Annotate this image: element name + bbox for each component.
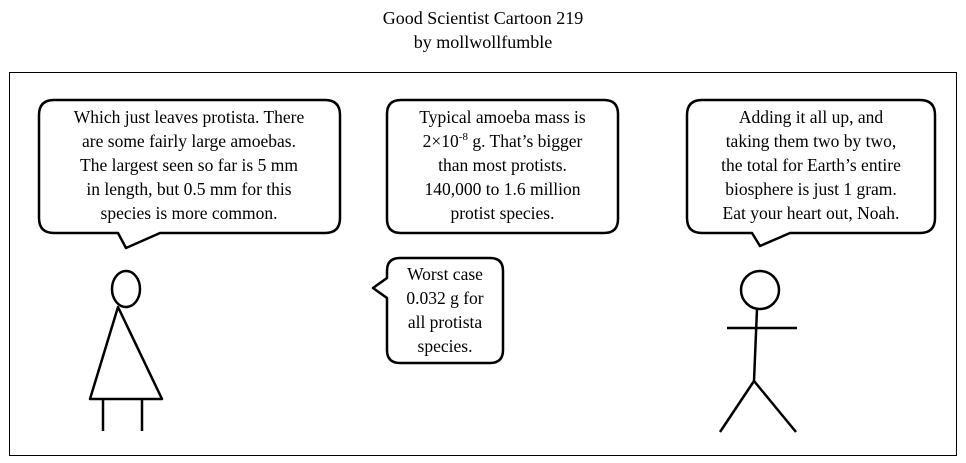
right-bubble-line: the total for Earth’s entire bbox=[721, 155, 901, 175]
right-stick-figure bbox=[718, 269, 797, 433]
mass-base: 2×10 bbox=[422, 131, 459, 151]
left-bubble-line: species is more common. bbox=[100, 203, 278, 223]
middle-bubble-line: Typical amoeba mass is bbox=[419, 107, 586, 127]
right-bubble-text: Adding it all up, and taking them two by… bbox=[690, 105, 932, 225]
left-bubble-line: The largest seen so far is 5 mm bbox=[80, 155, 298, 175]
small-speech-bubble bbox=[371, 256, 505, 365]
middle-bubble-text: Typical amoeba mass is 2×10-8 g. That’s … bbox=[390, 105, 615, 225]
left-bubble-text: Which just leaves protista. There are so… bbox=[44, 105, 334, 225]
right-figure-body bbox=[752, 308, 759, 382]
right-bubble-line: biosphere is just 1 gram. bbox=[725, 179, 897, 199]
small-bubble-line: Worst case bbox=[407, 264, 483, 284]
left-bubble-line: Which just leaves protista. There bbox=[73, 107, 305, 127]
small-bubble-text: Worst case 0.032 g for all protista spec… bbox=[390, 262, 500, 358]
left-bubble-line: are some fairly large amoebas. bbox=[82, 131, 296, 151]
small-bubble-line: species. bbox=[417, 336, 473, 356]
right-figure-leg-right bbox=[753, 380, 797, 433]
left-stick-figure bbox=[88, 269, 164, 431]
right-figure-leg-left bbox=[718, 380, 756, 433]
mass-rest: g. That’s bigger bbox=[467, 131, 583, 151]
small-bubble-line: 0.032 g for bbox=[406, 288, 484, 308]
comic-panel bbox=[9, 72, 957, 456]
comic-title: Good Scientist Cartoon 219 bbox=[382, 8, 584, 28]
middle-speech-bubble bbox=[385, 98, 620, 235]
left-figure-head bbox=[110, 269, 142, 309]
right-bubble-line: taking them two by two, bbox=[725, 131, 897, 151]
left-figure-dress bbox=[88, 305, 164, 401]
comic-byline: by mollwollfumble bbox=[413, 32, 553, 52]
right-bubble-line: Adding it all up, and bbox=[738, 107, 884, 127]
middle-bubble-line: 140,000 to 1.6 million bbox=[424, 179, 581, 199]
right-figure-head bbox=[739, 269, 781, 311]
right-speech-bubble bbox=[685, 98, 937, 248]
mass-exponent: -8 bbox=[458, 131, 468, 144]
middle-bubble-line: 2×10-8 g. That’s bigger bbox=[390, 129, 615, 153]
right-bubble-line: Eat your heart out, Noah. bbox=[722, 203, 900, 223]
middle-bubble-line: than most protists. bbox=[438, 155, 567, 175]
left-bubble-line: in length, but 0.5 mm for this bbox=[86, 179, 292, 199]
small-bubble-line: all protista bbox=[407, 312, 483, 332]
middle-bubble-line: protist species. bbox=[450, 203, 555, 223]
left-speech-bubble bbox=[37, 98, 342, 250]
